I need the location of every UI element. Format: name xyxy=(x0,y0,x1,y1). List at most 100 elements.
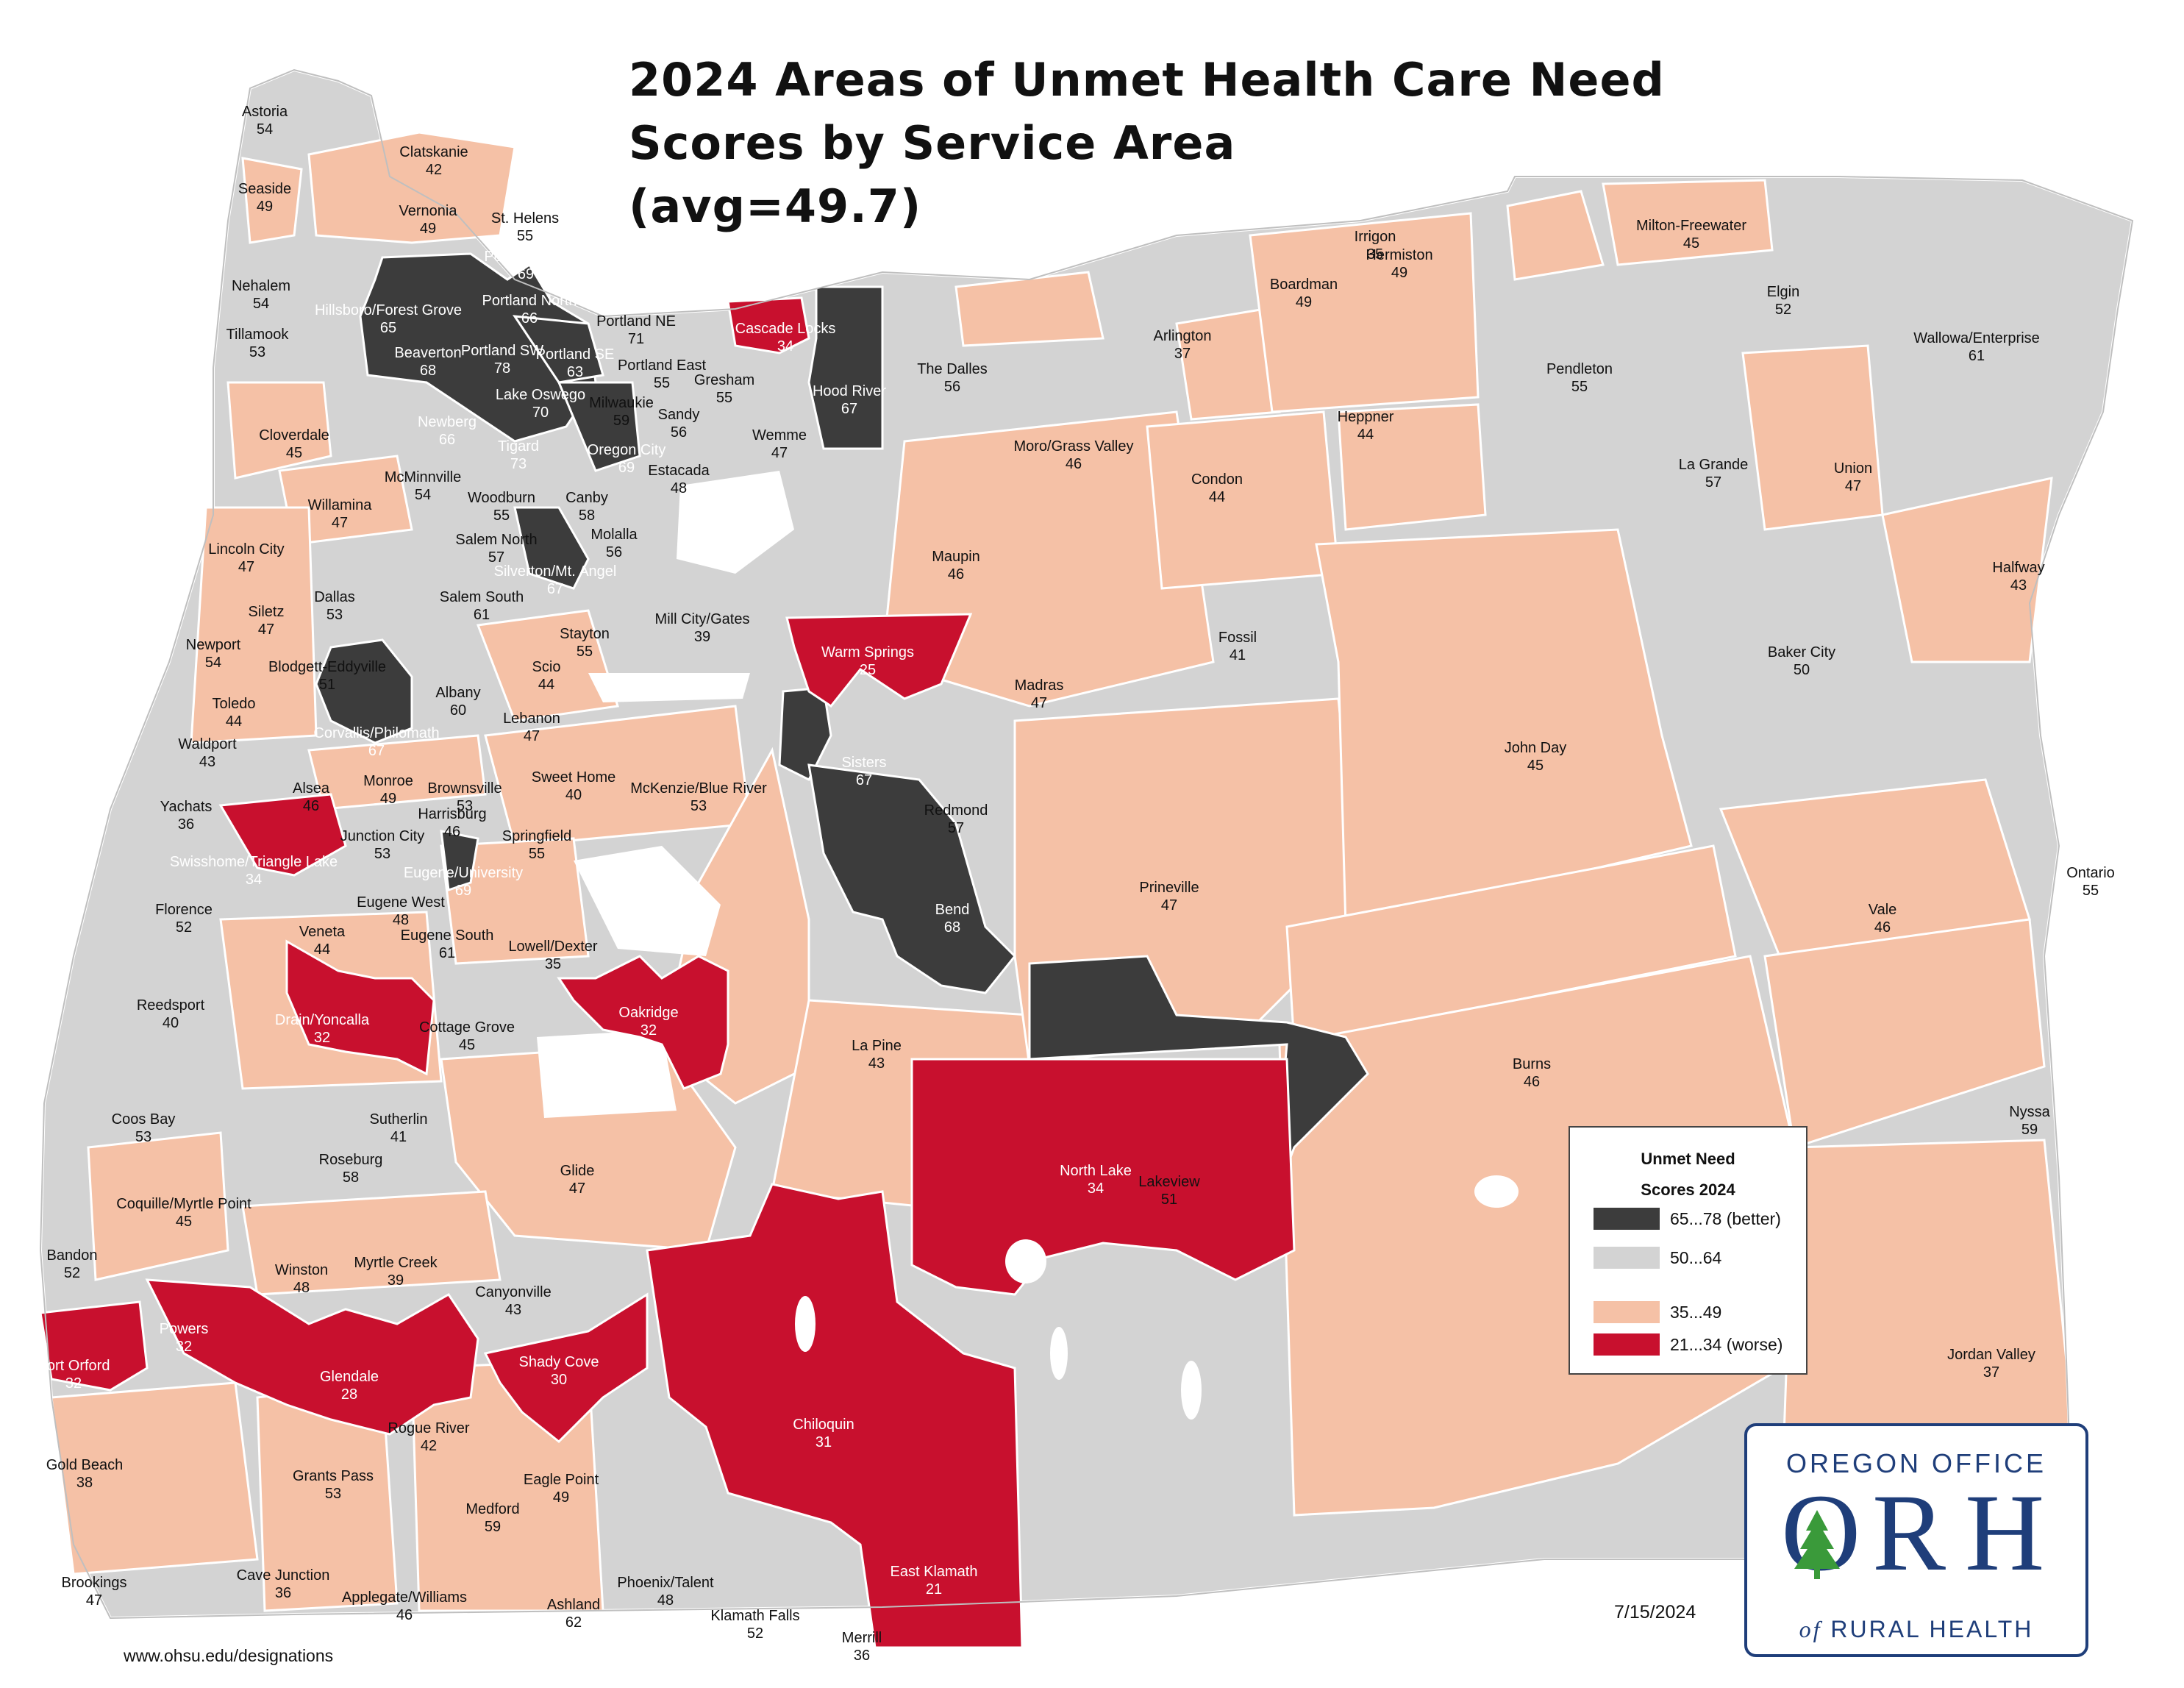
area-score: 63 xyxy=(566,364,584,380)
area-score: 56 xyxy=(943,379,961,395)
area-score: 37 xyxy=(1983,1364,2000,1381)
area-name: St. Helens xyxy=(490,210,560,227)
area-score: 55 xyxy=(493,508,510,524)
area-label: Alsea 46 xyxy=(293,780,329,815)
area-score: 52 xyxy=(1774,302,1792,318)
area-score: 36 xyxy=(177,816,195,833)
area-score: 47 xyxy=(1160,897,1178,914)
logo-letter-r: R xyxy=(1872,1472,1946,1594)
area-label: Tigard 73 xyxy=(498,438,539,473)
area-score: 49 xyxy=(419,221,437,237)
area-label: Ontario 55 xyxy=(2066,864,2115,900)
area-score: 45 xyxy=(458,1037,476,1053)
area-name: Burns xyxy=(1512,1056,1552,1072)
area-label: Cloverdale 45 xyxy=(259,427,329,462)
area-name: Jordan Valley xyxy=(1947,1347,2035,1363)
area-label: Astoria 54 xyxy=(242,103,288,138)
area-score: 53 xyxy=(374,846,391,862)
area-score: 60 xyxy=(449,702,467,719)
area-name: Cottage Grove xyxy=(418,1019,515,1036)
area-score: 44 xyxy=(1208,489,1226,505)
area-name: Blodgett-Eddyville xyxy=(268,659,387,675)
area-label: Salem South 61 xyxy=(440,588,524,624)
area-score: 61 xyxy=(473,607,490,623)
area-label: Portland SE 63 xyxy=(536,346,615,381)
area-name: Portland SE xyxy=(535,346,615,363)
area-label: Lebanon 47 xyxy=(503,710,560,745)
area-score: 67 xyxy=(855,772,873,788)
area-name: Hillsboro/Forest Grove xyxy=(314,302,463,318)
area-score: 78 xyxy=(493,360,511,377)
area-score: 32 xyxy=(640,1022,657,1039)
area-label: Brownsville 53 xyxy=(427,780,502,815)
area-label: Glendale 28 xyxy=(320,1368,379,1403)
logo-bottom-prefix: of xyxy=(1799,1616,1822,1642)
area-name: Scio xyxy=(532,659,561,675)
area-name: Bend xyxy=(935,902,970,918)
legend-swatch-dark xyxy=(1594,1208,1660,1230)
area-score: 49 xyxy=(256,199,274,215)
area-name: Albany xyxy=(435,685,481,701)
area-name: Canyonville xyxy=(475,1284,552,1300)
area-name: Portland East xyxy=(617,357,707,374)
area-label: Veneta 44 xyxy=(299,923,345,958)
area-name: Springfield xyxy=(502,828,572,844)
area-score: 43 xyxy=(868,1055,885,1072)
area-score: 32 xyxy=(313,1030,331,1046)
area-score: 34 xyxy=(1087,1180,1105,1197)
area-label: Elgin 52 xyxy=(1767,283,1799,318)
area-score: 47 xyxy=(1030,695,1048,711)
area-score: 55 xyxy=(528,846,546,862)
area-label: Blodgett-Eddyville 51 xyxy=(268,658,386,694)
area-name: Arlington xyxy=(1153,328,1212,344)
area-score: 53 xyxy=(324,1486,342,1502)
area-name: John Day xyxy=(1504,740,1567,756)
area-label: Moro/Grass Valley 46 xyxy=(1013,438,1133,473)
area-name: Sisters xyxy=(841,755,887,771)
area-label: Halfway 43 xyxy=(1992,559,2044,594)
area-label: Clatskanie 42 xyxy=(399,143,468,179)
area-label: Ashland 62 xyxy=(547,1596,600,1631)
area-score: 59 xyxy=(613,413,630,429)
area-label: St. Helens 55 xyxy=(491,210,559,245)
area-score: 43 xyxy=(504,1302,522,1318)
legend-swatch-peach xyxy=(1594,1301,1660,1323)
area-score: 39 xyxy=(693,629,711,645)
area-label: Pendleton 55 xyxy=(1546,360,1613,396)
area-score: 55 xyxy=(715,390,733,406)
area-score: 44 xyxy=(313,941,331,958)
area-name: Powers xyxy=(159,1321,209,1337)
area-name: Condon xyxy=(1191,471,1243,488)
area-name: McKenzie/Blue River xyxy=(630,780,767,797)
area-name: Harrisburg xyxy=(418,806,487,822)
legend-label: 35...49 xyxy=(1670,1303,1722,1322)
area-name: Sandy xyxy=(657,407,700,423)
area-name: Fossil xyxy=(1218,630,1257,646)
area-name: Nyssa xyxy=(2009,1104,2050,1120)
area-score: 51 xyxy=(318,677,336,693)
area-score: 32 xyxy=(65,1375,82,1392)
area-score: 28 xyxy=(340,1386,358,1403)
area-score: 21 xyxy=(925,1581,943,1598)
area-score: 45 xyxy=(175,1214,193,1230)
area-label: Eugene/University 69 xyxy=(404,864,523,900)
map-legend: Unmet Need Scores 2024 65...78 (better) … xyxy=(1569,1126,1807,1375)
area-score: 56 xyxy=(670,424,688,441)
area-score: 46 xyxy=(1874,919,1891,936)
area-name: Oregon City xyxy=(587,442,666,458)
area-name: Ashland xyxy=(546,1597,601,1613)
area-score: 30 xyxy=(550,1372,568,1388)
area-name: Reedsport xyxy=(136,997,205,1014)
area-score: 46 xyxy=(1523,1074,1541,1090)
area-score: 73 xyxy=(510,456,527,472)
area-name: Brookings xyxy=(61,1575,127,1591)
area-label: Applegate/Williams 46 xyxy=(342,1589,467,1624)
area-label: Myrtle Creek 39 xyxy=(354,1254,437,1289)
area-label: Willamina 47 xyxy=(308,496,372,532)
area-score: 46 xyxy=(302,798,320,814)
area-name: Port Orford xyxy=(37,1358,110,1374)
area-name: Florence xyxy=(155,902,213,918)
area-label: Maupin 46 xyxy=(932,548,980,583)
area-label: La Grande 57 xyxy=(1679,456,1749,491)
area-name: Wallowa/Enterprise xyxy=(1913,330,2040,346)
